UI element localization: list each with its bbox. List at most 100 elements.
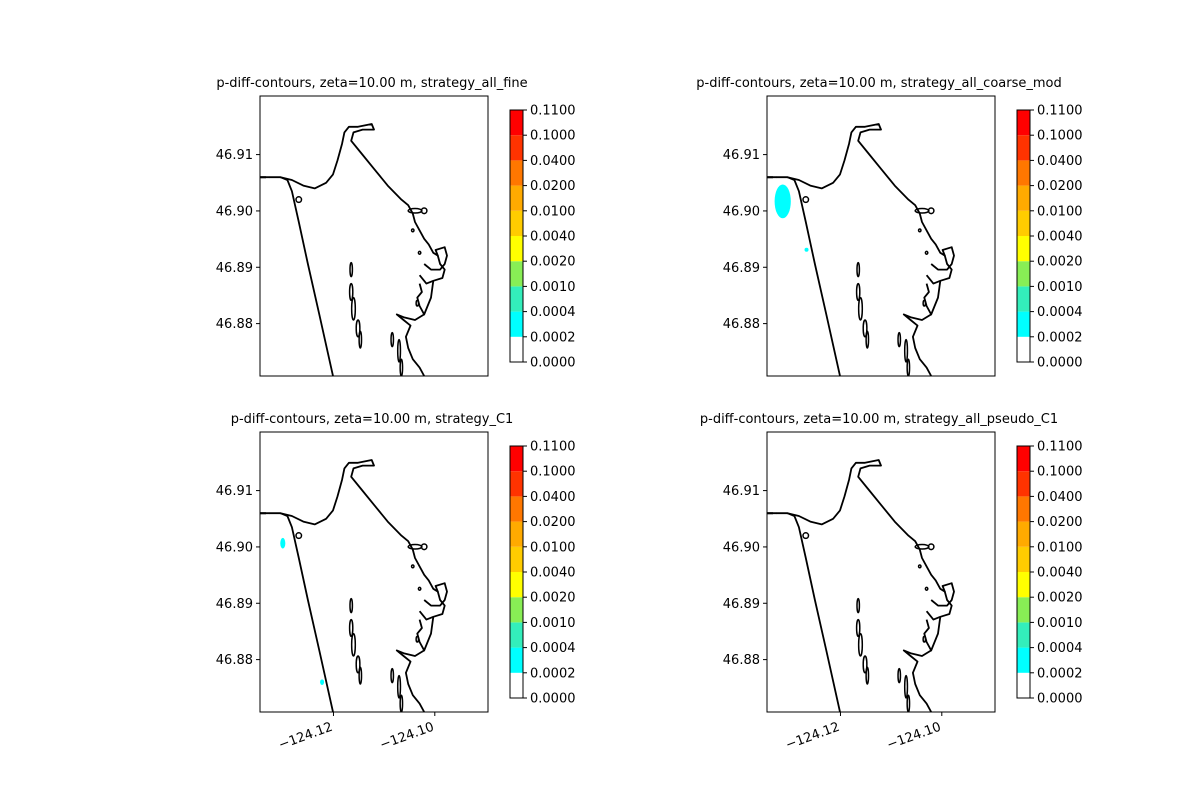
island <box>906 694 911 712</box>
colorbar-tick-label: 0.0004 <box>530 641 576 656</box>
panel-title: p-diff-contours, zeta=10.00 m, strategy_… <box>696 76 1062 91</box>
colorbar-band <box>1017 496 1030 522</box>
colorbar-band <box>1017 110 1030 136</box>
island <box>348 618 354 638</box>
colorbar-band <box>510 185 523 211</box>
colorbar-band <box>1017 546 1030 572</box>
panel-title: p-diff-contours, zeta=10.00 m, strategy_… <box>216 76 527 91</box>
colorbar-band <box>510 471 523 497</box>
colorbar-band <box>510 622 523 648</box>
island <box>295 532 303 540</box>
colorbar-band <box>1017 236 1030 262</box>
island <box>349 261 354 278</box>
colorbar-band <box>1017 336 1030 362</box>
colorbar-tick-label: 0.1000 <box>530 129 576 144</box>
island <box>396 674 402 699</box>
x-tick-label: −124.10 <box>378 720 436 753</box>
map-area <box>260 123 448 376</box>
island <box>415 299 420 307</box>
colorbar-tick-label: 0.0004 <box>530 305 576 320</box>
island <box>355 319 361 338</box>
colorbar-band <box>1017 135 1030 161</box>
colorbar-tick-label: 0.1100 <box>530 104 576 119</box>
y-tick-label: 46.88 <box>723 317 760 332</box>
coastline <box>787 459 955 607</box>
contour-fill <box>804 247 809 252</box>
y-tick-label: 46.91 <box>216 148 253 163</box>
coastline <box>902 313 932 376</box>
colorbar-tick-label: 0.0040 <box>530 230 576 245</box>
colorbar-tick-label: 0.0010 <box>1037 616 1083 631</box>
colorbar-tick-label: 0.0002 <box>530 330 576 345</box>
colorbar-band <box>510 135 523 161</box>
panel-title: p-diff-contours, zeta=10.00 m, strategy_… <box>700 412 1058 427</box>
island <box>862 319 868 338</box>
colorbar-band <box>1017 572 1030 598</box>
island <box>857 632 864 657</box>
colorbar-tick-label: 0.0400 <box>1037 490 1083 505</box>
map-area <box>767 459 955 712</box>
colorbar-band <box>1017 210 1030 236</box>
island <box>862 655 868 674</box>
coastline <box>925 591 953 621</box>
colorbar-tick-label: 0.0200 <box>1037 515 1083 530</box>
colorbar-tick-label: 0.0400 <box>530 154 576 169</box>
island <box>417 250 422 255</box>
island <box>924 586 929 591</box>
island <box>917 564 922 569</box>
island <box>415 635 420 643</box>
map-area <box>767 123 955 376</box>
y-tick-label: 46.88 <box>216 317 253 332</box>
axes-frame <box>259 431 489 713</box>
colorbar-tick-label: 0.1000 <box>1037 129 1083 144</box>
x-tick-label: −124.12 <box>784 720 842 753</box>
colorbar-tick-label: 0.0020 <box>1037 591 1083 606</box>
island <box>420 543 428 551</box>
island <box>350 632 357 657</box>
colorbar-tick-label: 0.0040 <box>1037 566 1083 581</box>
colorbar-band <box>1017 647 1030 673</box>
colorbar-band <box>510 496 523 522</box>
y-tick-label: 46.90 <box>216 204 253 219</box>
y-tick-label: 46.91 <box>723 484 760 499</box>
island <box>802 532 810 540</box>
colorbar-band <box>510 446 523 472</box>
panel-title: p-diff-contours, zeta=10.00 m, strategy_… <box>231 412 514 427</box>
coastline <box>416 616 435 652</box>
colorbar-band <box>1017 597 1030 623</box>
colorbar-tick-label: 0.0004 <box>1037 641 1083 656</box>
colorbar-band <box>1017 471 1030 497</box>
coastline <box>280 459 448 607</box>
axes-frame <box>766 431 996 713</box>
y-tick-label: 46.91 <box>216 484 253 499</box>
y-tick-label: 46.88 <box>723 653 760 668</box>
colorbar-tick-label: 0.0020 <box>530 591 576 606</box>
coastline <box>923 280 942 316</box>
colorbar-band <box>510 572 523 598</box>
colorbar-tick-label: 0.0040 <box>530 566 576 581</box>
coastline <box>395 649 425 712</box>
island <box>922 299 927 307</box>
y-tick-label: 46.90 <box>216 540 253 555</box>
island <box>355 655 361 674</box>
island <box>802 196 810 204</box>
colorbar-band <box>510 597 523 623</box>
island <box>903 338 909 363</box>
island <box>855 282 861 302</box>
colorbar-tick-label: 0.0004 <box>1037 305 1083 320</box>
coastline <box>418 591 446 621</box>
colorbar-band <box>1017 286 1030 312</box>
colorbar-tick-label: 0.1100 <box>530 440 576 455</box>
coastline <box>416 280 435 316</box>
x-tick-label: −124.12 <box>277 720 335 753</box>
colorbar-tick-label: 0.1000 <box>530 465 576 480</box>
coastline <box>787 123 955 271</box>
island <box>350 296 357 321</box>
island <box>396 338 402 363</box>
colorbar-band <box>510 672 523 698</box>
y-tick-label: 46.89 <box>216 597 253 612</box>
colorbar-tick-label: 0.0100 <box>530 204 576 219</box>
island <box>927 207 935 215</box>
coastline <box>280 123 448 271</box>
